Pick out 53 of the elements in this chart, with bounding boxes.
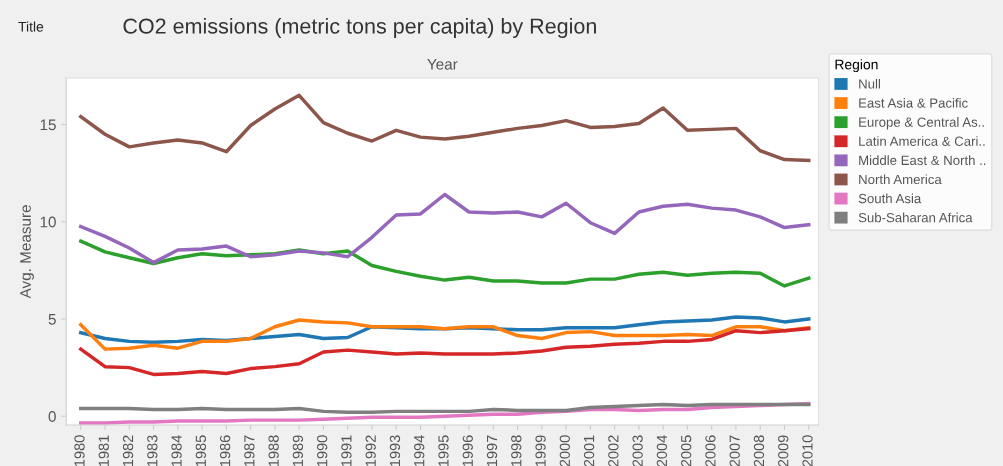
x-tick-label: 1984 <box>171 435 182 466</box>
x-tick-label: 2009 <box>778 435 789 466</box>
x-tick-label: 1980 <box>74 435 85 466</box>
y-axis-title: Avg. Measure <box>20 205 34 299</box>
x-tick-label: 1990 <box>317 435 328 466</box>
y-tick-label: 0 <box>48 411 56 422</box>
line-series <box>79 192 811 265</box>
x-tick-label: 2007 <box>729 435 740 466</box>
legend-label: Middle East & North .. <box>859 155 986 166</box>
y-tick-label: 15 <box>40 119 56 131</box>
x-tick-label: 2010 <box>802 435 813 466</box>
x-tick-label: 1991 <box>341 435 352 466</box>
line-series <box>79 402 811 415</box>
legend-title: Region <box>835 59 878 73</box>
x-tick-label: 1988 <box>268 435 279 466</box>
x-tick-label: 2006 <box>705 435 716 466</box>
chart-title: CO2 emissions (metric tons per capita) by Region <box>123 17 596 38</box>
x-tick-label: 1992 <box>365 435 376 466</box>
x-tick-label: 1997 <box>486 435 498 466</box>
x-tick-label: 2001 <box>583 435 595 466</box>
x-tick-label: 1986 <box>219 435 231 466</box>
line-series <box>79 318 811 351</box>
legend-label: East Asia & Pacific <box>859 98 968 108</box>
x-tick-label: 1994 <box>414 435 425 466</box>
x-axis-title: Year <box>427 58 458 70</box>
x-tick-label: 2008 <box>753 435 765 466</box>
x-tick-label: 1995 <box>438 435 449 466</box>
x-tick-label: 1987 <box>244 435 255 466</box>
x-tick-label: 2004 <box>656 435 668 466</box>
legend-label: Null <box>859 78 880 89</box>
x-tick-label: 1985 <box>195 435 206 466</box>
x-tick-label: 1989 <box>292 435 304 466</box>
line-series <box>79 93 811 163</box>
legend-label: North America <box>859 174 942 185</box>
x-tick-label: 2000 <box>559 435 570 466</box>
legend-label: Latin America & Cari.. <box>859 136 985 146</box>
x-tick-label: 1981 <box>98 435 109 466</box>
x-tick-label: 1982 <box>122 435 134 466</box>
legend-label: Europe & Central As.. <box>859 117 984 130</box>
legend-label: South Asia <box>858 193 922 204</box>
x-tick-label: 1999 <box>535 435 546 466</box>
y-tick-label: 10 <box>40 216 56 228</box>
x-tick-label: 1998 <box>511 435 522 466</box>
y-tick-label: 5 <box>48 314 56 325</box>
legend-label: Sub-Saharan Africa <box>858 212 973 223</box>
x-tick-label: 2003 <box>632 435 643 466</box>
line-series <box>79 326 811 377</box>
x-tick-label: 2005 <box>681 435 692 466</box>
x-tick-label: 1993 <box>389 435 401 466</box>
x-tick-label: 2002 <box>608 435 619 466</box>
text: Title <box>18 21 44 32</box>
x-tick-label: 1996 <box>462 435 473 466</box>
x-tick-label: 1983 <box>147 435 158 466</box>
